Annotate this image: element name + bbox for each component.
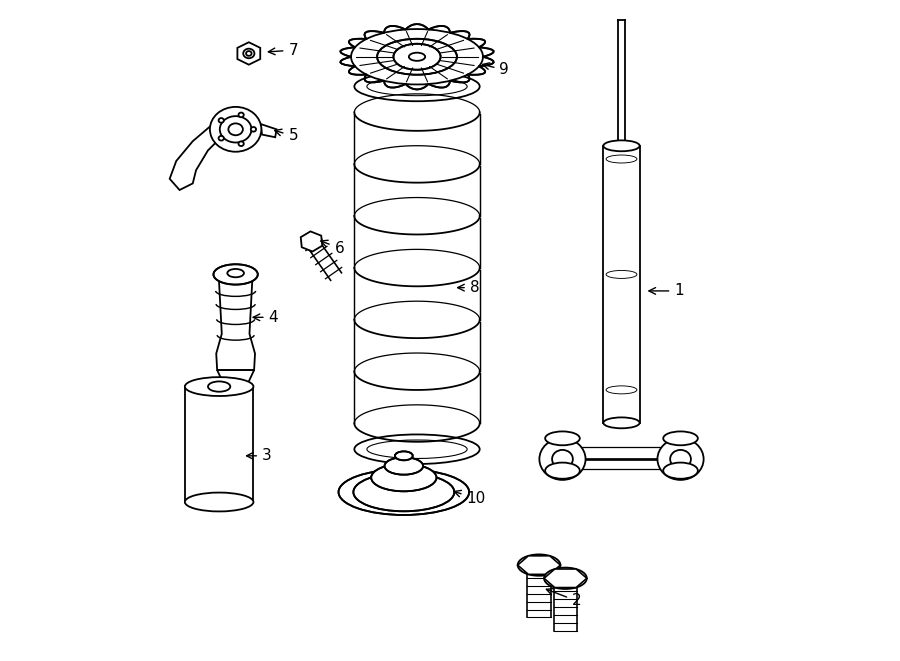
Ellipse shape: [238, 112, 244, 117]
Text: 10: 10: [454, 490, 486, 506]
Ellipse shape: [539, 438, 586, 480]
Ellipse shape: [251, 127, 256, 132]
Ellipse shape: [603, 140, 640, 151]
Ellipse shape: [219, 136, 224, 141]
Ellipse shape: [663, 432, 698, 446]
Ellipse shape: [210, 107, 261, 152]
Ellipse shape: [377, 39, 457, 75]
Ellipse shape: [670, 450, 691, 469]
Ellipse shape: [657, 438, 704, 480]
Ellipse shape: [228, 269, 244, 277]
Ellipse shape: [208, 381, 230, 392]
Ellipse shape: [238, 141, 244, 146]
Ellipse shape: [229, 124, 243, 136]
Ellipse shape: [351, 29, 483, 85]
Text: 7: 7: [268, 43, 298, 58]
Ellipse shape: [220, 116, 251, 143]
Polygon shape: [170, 126, 221, 190]
Ellipse shape: [545, 463, 580, 479]
Polygon shape: [261, 124, 276, 137]
Text: 9: 9: [482, 62, 509, 77]
Ellipse shape: [384, 457, 423, 475]
Polygon shape: [238, 42, 260, 65]
Text: 4: 4: [253, 310, 278, 325]
Text: 6: 6: [320, 240, 345, 256]
Ellipse shape: [395, 451, 413, 460]
Text: 5: 5: [274, 128, 298, 143]
Polygon shape: [216, 281, 255, 370]
Ellipse shape: [409, 53, 425, 61]
Polygon shape: [518, 556, 561, 574]
Polygon shape: [301, 231, 322, 251]
Ellipse shape: [663, 463, 698, 479]
Ellipse shape: [552, 450, 573, 469]
Ellipse shape: [603, 417, 640, 428]
Ellipse shape: [246, 51, 252, 56]
Ellipse shape: [545, 432, 580, 446]
Text: 2: 2: [546, 588, 581, 608]
Ellipse shape: [518, 555, 561, 576]
Text: 8: 8: [457, 280, 480, 295]
Ellipse shape: [544, 568, 587, 589]
Polygon shape: [217, 370, 254, 390]
Ellipse shape: [184, 377, 254, 396]
Ellipse shape: [393, 44, 441, 69]
Ellipse shape: [213, 264, 257, 285]
Ellipse shape: [354, 473, 454, 511]
Ellipse shape: [184, 492, 254, 512]
Ellipse shape: [371, 464, 436, 491]
Ellipse shape: [338, 469, 469, 515]
Polygon shape: [544, 569, 587, 588]
Text: 1: 1: [649, 284, 684, 298]
Ellipse shape: [219, 118, 224, 123]
Text: 3: 3: [247, 448, 272, 463]
